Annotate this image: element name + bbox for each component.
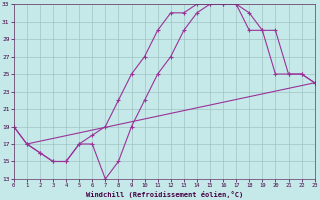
X-axis label: Windchill (Refroidissement éolien,°C): Windchill (Refroidissement éolien,°C) xyxy=(85,191,243,198)
